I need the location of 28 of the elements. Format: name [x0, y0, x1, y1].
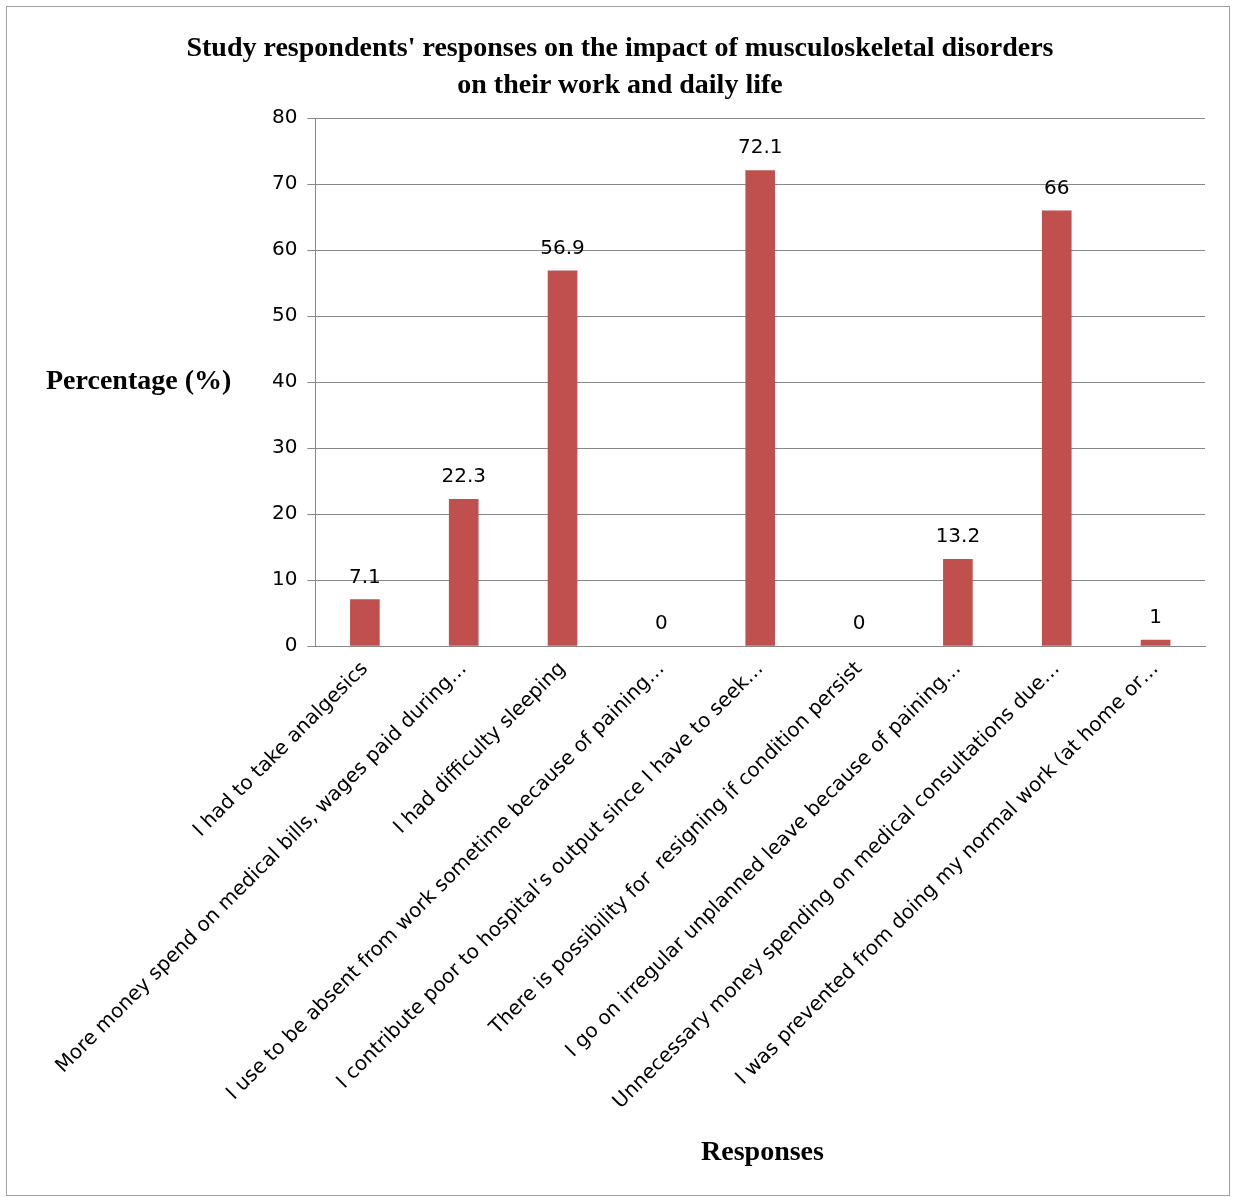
data-label: 72.1	[737, 134, 783, 159]
y-tick-label: 30	[272, 434, 298, 459]
y-tick-label: 0	[284, 632, 298, 657]
data-label: 13.2	[935, 523, 981, 548]
bar	[547, 270, 578, 646]
data-label: 7.1	[348, 563, 381, 588]
bar	[943, 559, 973, 646]
x-axis-title: Responses	[700, 1135, 825, 1167]
y-tick-label: 80	[272, 104, 298, 129]
data-label: 22.3	[441, 463, 486, 488]
y-tick-label: 50	[272, 302, 298, 327]
bar	[1140, 639, 1171, 646]
bar	[448, 498, 479, 646]
y-tick-label: 40	[272, 368, 298, 393]
data-label: 0	[852, 610, 866, 635]
y-axis-title: Percentage (%)	[46, 364, 232, 396]
data-label: 1	[1149, 603, 1162, 628]
y-tick-label: 70	[272, 170, 298, 195]
data-label: 66	[1044, 174, 1070, 199]
y-tick-label: 60	[272, 236, 298, 261]
y-tick-label: 10	[272, 566, 298, 591]
y-tick-label: 20	[272, 500, 298, 525]
data-label: 56.9	[540, 234, 585, 259]
bar	[745, 170, 776, 646]
bar	[1041, 210, 1072, 646]
data-label: 0	[655, 610, 668, 635]
chart-title: Study respondents' responses on the impact of musculoskeletal disorders on their work and daily life	[185, 30, 1055, 101]
bar	[350, 599, 380, 646]
